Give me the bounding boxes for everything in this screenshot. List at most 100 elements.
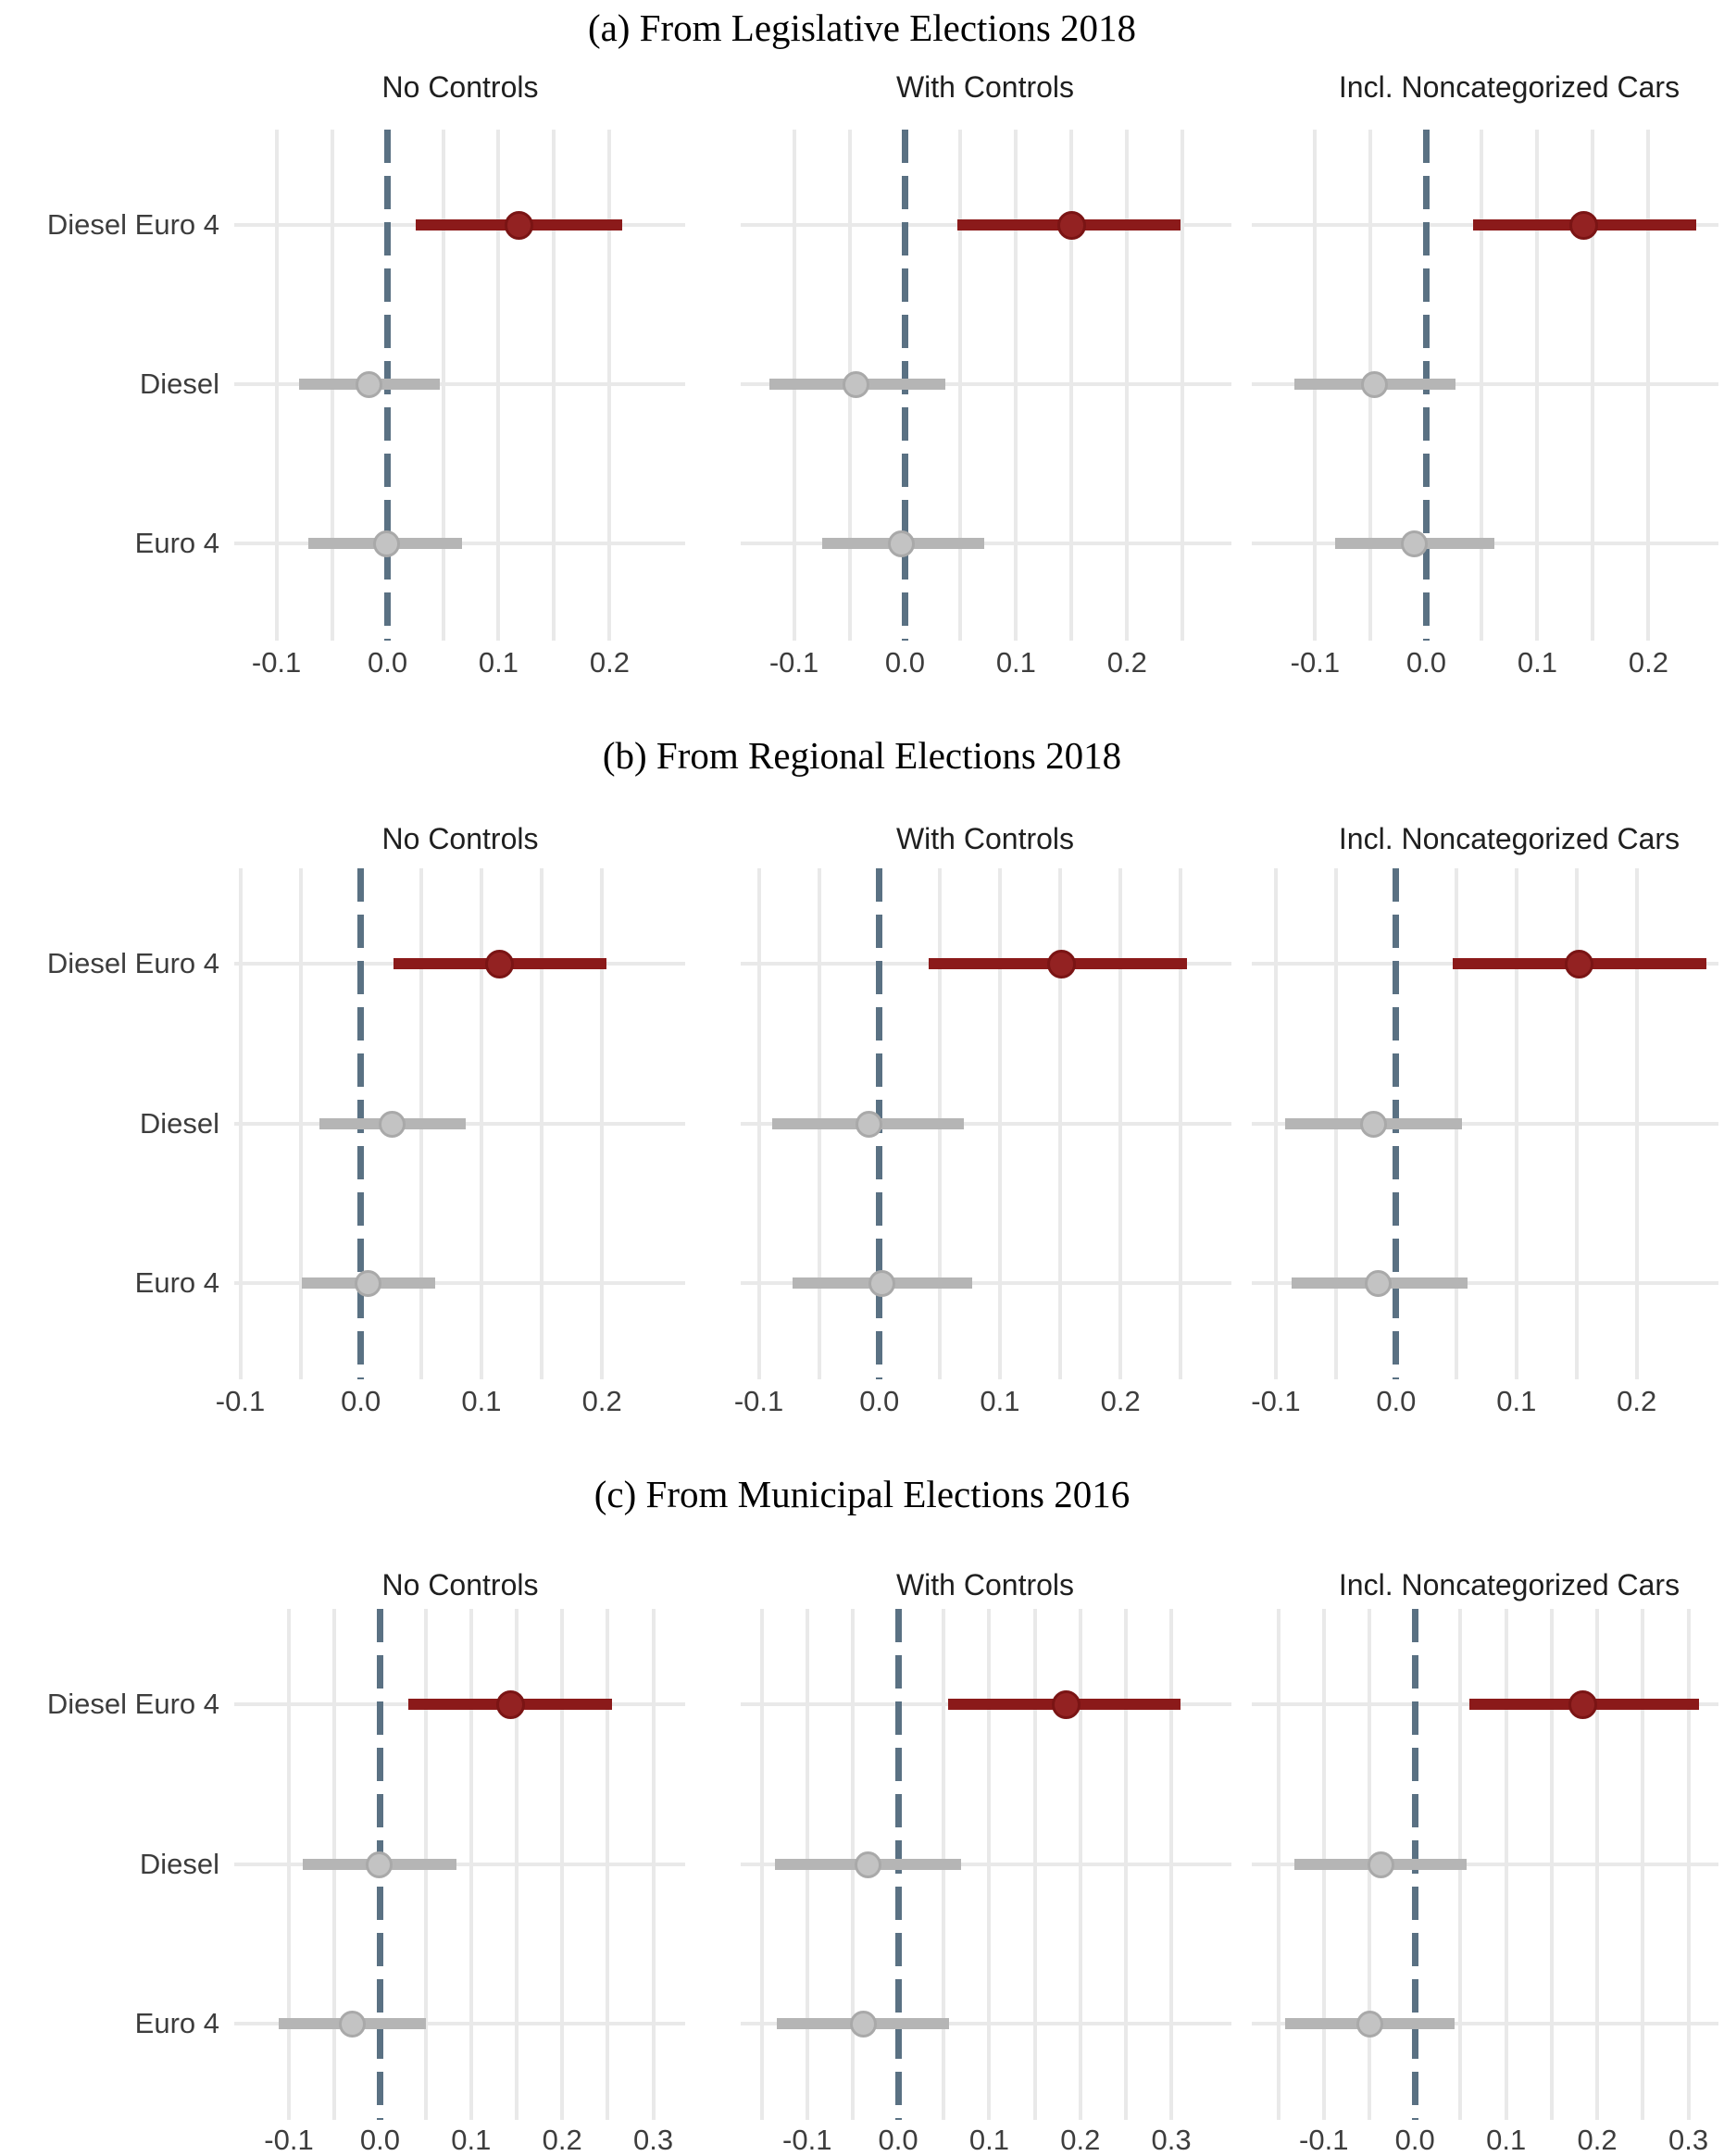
gridline-horizontal xyxy=(741,1863,1231,1866)
facet-header-no-controls-a: No Controls xyxy=(381,70,539,104)
panel-a-facet-3-x-tick-label-0p1: 0.1 xyxy=(1517,646,1557,679)
gridline-vertical xyxy=(1032,1609,1037,2120)
gridline-vertical xyxy=(298,868,303,1379)
panel-b-facet-1-point-estimate-diesel xyxy=(379,1110,406,1138)
panel-a-facet-2-x-tick-label-m0p1: -0.1 xyxy=(768,646,819,679)
panel-a-facet-2-x-tick-label-0p2: 0.2 xyxy=(1106,646,1147,679)
gridline-vertical xyxy=(540,868,544,1379)
gridline-vertical xyxy=(1480,130,1484,641)
panel-a-facet-1-point-estimate-diesel xyxy=(355,370,382,398)
gridline-vertical xyxy=(1641,1609,1645,2120)
panel-b-facet-2-point-estimate-euro-4 xyxy=(868,1269,895,1297)
panel-b-facet-3-point-estimate-euro-4 xyxy=(1364,1269,1392,1297)
category-label-diesel: Diesel xyxy=(139,1107,219,1140)
panel-c-facet-3-x-tick-label-0p1: 0.1 xyxy=(1486,2124,1527,2156)
panel-c-facet-3-x-tick-label-m0p1: -0.1 xyxy=(1299,2124,1349,2156)
panel-b-facet-3-x-tick-label-m0p1: -0.1 xyxy=(1251,1385,1301,1417)
gridline-vertical xyxy=(468,1609,473,2120)
panel-c-facet-1-x-tick-label-m0p1: -0.1 xyxy=(264,2124,314,2156)
panel-a-facet-1-x-tick-label-m0p1: -0.1 xyxy=(251,646,302,679)
gridline-vertical xyxy=(287,1609,292,2120)
category-label-diesel: Diesel xyxy=(139,1848,219,1880)
panel-c-facet-1-x-tick-label-0p2: 0.2 xyxy=(542,2124,582,2156)
panel-a-facet-3-x-tick-label-m0p1: -0.1 xyxy=(1290,646,1341,679)
facet-header-with-controls-a: With Controls xyxy=(895,70,1075,104)
panel-b-facet-3-point-estimate-diesel xyxy=(1359,1110,1387,1138)
facet-header-incl-noncategorized-cars-a: Incl. Noncategorized Cars xyxy=(1338,70,1680,104)
panel-b-facet-2-x-tick-label-m0p1: -0.1 xyxy=(733,1385,784,1417)
gridline-vertical xyxy=(274,130,279,641)
gridline-horizontal xyxy=(741,2022,1231,2025)
panel-a-facet-1-x-tick-label-0p0: 0.0 xyxy=(367,646,408,679)
panel-a-facet-3-point-estimate-euro-4 xyxy=(1400,530,1428,557)
gridline-vertical xyxy=(238,868,243,1379)
panel-title-c: (c) From Municipal Elections 2016 xyxy=(593,1473,1131,1515)
gridline-vertical xyxy=(997,868,1002,1379)
panel-c-facet-2-x-tick-label-m0p1: -0.1 xyxy=(782,2124,832,2156)
panel-c-facet-3-x-tick-label-0p0: 0.0 xyxy=(1394,2124,1435,2156)
panel-c-facet-2-x-tick-label-0p0: 0.0 xyxy=(878,2124,918,2156)
facet-header-incl-noncategorized-cars-b: Incl. Noncategorized Cars xyxy=(1338,822,1680,855)
gridline-horizontal xyxy=(1252,1122,1718,1126)
panel-c-facet-1-point-estimate-diesel-euro-4 xyxy=(495,1689,525,1719)
gridline-horizontal xyxy=(234,1863,685,1866)
gridline-horizontal xyxy=(741,1281,1231,1285)
gridline-vertical xyxy=(1169,1609,1174,2120)
gridline-horizontal xyxy=(1252,1281,1718,1285)
gridline-vertical xyxy=(514,1609,518,2120)
gridline-vertical xyxy=(1535,130,1540,641)
panel-c-facet-3-point-estimate-diesel-euro-4 xyxy=(1568,1689,1597,1719)
panel-c-facet-1-x-tick-label-0p3: 0.3 xyxy=(633,2124,674,2156)
gridline-vertical xyxy=(1686,1609,1691,2120)
gridline-vertical xyxy=(1549,1609,1554,2120)
panel-b-facet-1-x-tick-label-0p1: 0.1 xyxy=(461,1385,502,1417)
gridline-horizontal xyxy=(234,2022,685,2025)
panel-c-facet-1-x-tick-label-0p0: 0.0 xyxy=(359,2124,400,2156)
panel-a-facet-1-point-estimate-diesel-euro-4 xyxy=(504,210,533,240)
panel-c-facet-2-x-tick-label-0p1: 0.1 xyxy=(968,2124,1009,2156)
gridline-vertical xyxy=(759,1609,764,2120)
facet-header-no-controls-b: No Controls xyxy=(381,822,539,855)
gridline-vertical xyxy=(1646,130,1651,641)
gridline-vertical xyxy=(651,1609,656,2120)
gridline-vertical xyxy=(479,868,483,1379)
gridline-vertical xyxy=(552,130,556,641)
panel-b-facet-1-x-tick-label-0p2: 0.2 xyxy=(581,1385,622,1417)
gridline-vertical xyxy=(607,130,612,641)
panel-a-facet-3-point-estimate-diesel xyxy=(1360,370,1388,398)
gridline-vertical xyxy=(1514,868,1518,1379)
gridline-horizontal xyxy=(1252,2022,1718,2025)
panel-c-facet-3-point-estimate-diesel xyxy=(1368,1851,1395,1878)
panel-c-facet-2-x-tick-label-0p2: 0.2 xyxy=(1060,2124,1101,2156)
panel-b-facet-3-point-estimate-diesel-euro-4 xyxy=(1564,949,1593,978)
panel-c-facet-1-point-estimate-diesel xyxy=(365,1851,393,1878)
gridline-vertical xyxy=(1014,130,1018,641)
gridline-vertical xyxy=(1574,868,1579,1379)
panel-b-facet-3-x-tick-label-0p2: 0.2 xyxy=(1617,1385,1657,1417)
panel-b-facet-1-x-tick-label-m0p1: -0.1 xyxy=(215,1385,266,1417)
gridline-vertical xyxy=(1123,1609,1128,2120)
panel-a-facet-2-x-tick-label-0p0: 0.0 xyxy=(884,646,926,679)
panel-a-facet-1-x-tick-label-0p1: 0.1 xyxy=(478,646,519,679)
gridline-horizontal xyxy=(234,1281,685,1285)
panel-a-facet-2-point-estimate-diesel xyxy=(843,370,870,398)
panel-c-facet-1-point-estimate-euro-4 xyxy=(339,2010,367,2038)
gridline-vertical xyxy=(1591,130,1595,641)
gridline-vertical xyxy=(1273,868,1278,1379)
gridline-horizontal xyxy=(741,542,1231,545)
panel-a-facet-3-x-tick-label-0p2: 0.2 xyxy=(1628,646,1668,679)
panel-b-facet-1-point-estimate-diesel-euro-4 xyxy=(484,949,514,978)
panel-a-facet-3-x-tick-label-0p0: 0.0 xyxy=(1405,646,1446,679)
category-label-diesel-euro-4: Diesel Euro 4 xyxy=(46,947,219,979)
panel-c-facet-3-x-tick-label-0p2: 0.2 xyxy=(1577,2124,1618,2156)
gridline-horizontal xyxy=(741,1122,1231,1126)
gridline-vertical xyxy=(1634,868,1639,1379)
panel-a-facet-2-point-estimate-euro-4 xyxy=(888,530,916,557)
category-label-euro-4: Euro 4 xyxy=(134,1266,219,1299)
gridline-vertical xyxy=(1181,130,1185,641)
gridline-vertical xyxy=(1179,868,1183,1379)
panel-c-facet-2-point-estimate-euro-4 xyxy=(850,2010,878,2038)
panel-a-facet-2-x-tick-label-0p1: 0.1 xyxy=(995,646,1036,679)
gridline-horizontal xyxy=(741,382,1231,386)
gridline-vertical xyxy=(987,1609,992,2120)
